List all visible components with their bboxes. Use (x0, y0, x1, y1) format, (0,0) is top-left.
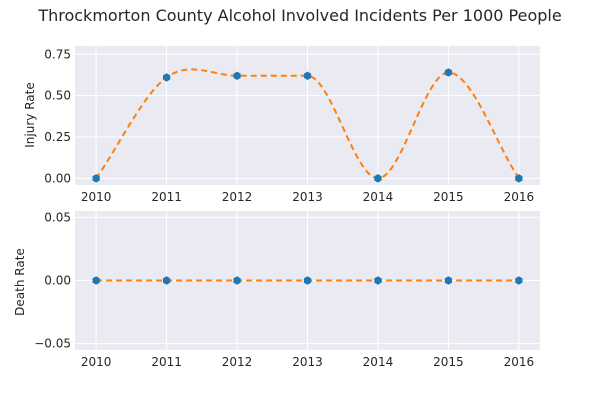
injury-rate-panel: 2010 2011 2012 2013 2014 2015 2016 0.00 0.25 0.50… (23, 46, 540, 204)
y-tick-label: −0.05 (34, 337, 71, 351)
x-tick-label: 2010 (81, 355, 112, 369)
data-point-2015 (444, 276, 453, 285)
x-tick-label: 2010 (81, 190, 112, 204)
x-tick-label: 2012 (222, 190, 253, 204)
data-point-2010 (92, 276, 100, 285)
y-tick-label: 0.75 (44, 47, 71, 61)
data-point-2014 (374, 174, 382, 183)
y-tick-label: 0.05 (44, 210, 71, 224)
x-tick-label: 2014 (363, 190, 394, 204)
x-tick-label: 2013 (292, 190, 323, 204)
x-tick-label: 2011 (151, 190, 182, 204)
data-point-2011 (162, 276, 171, 285)
data-point-2013 (303, 71, 312, 80)
x-tick-label: 2015 (433, 355, 464, 369)
data-point-2014 (374, 276, 382, 285)
y-tick-label: 0.50 (44, 89, 71, 103)
x-tick-label: 2012 (222, 355, 253, 369)
data-point-2016 (515, 276, 523, 285)
y-tick-label: 0.25 (44, 130, 71, 144)
data-point-2016 (515, 174, 523, 183)
chart-title: Throckmorton County Alcohol Involved Inc… (37, 6, 561, 25)
x-tick-label: 2016 (504, 355, 535, 369)
x-tick-label: 2015 (433, 190, 464, 204)
y-axis-label: Injury Rate (23, 82, 37, 147)
y-tick-label: 0.00 (44, 171, 71, 185)
data-point-2013 (303, 276, 312, 285)
data-point-2010 (92, 174, 100, 183)
death-rate-panel: 2010 2011 2012 2013 2014 2015 2016 −0.05 0.00 0.0… (13, 210, 540, 369)
y-tick-label: 0.00 (44, 274, 71, 288)
data-point-2012 (233, 276, 241, 285)
x-tick-label: 2014 (363, 355, 394, 369)
x-tick-label: 2013 (292, 355, 323, 369)
x-tick-label: 2016 (504, 190, 535, 204)
data-point-2015 (444, 68, 453, 77)
data-point-2011 (162, 73, 171, 82)
x-tick-label: 2011 (151, 355, 182, 369)
y-axis-label: Death Rate (13, 248, 27, 316)
data-point-2012 (233, 71, 241, 80)
